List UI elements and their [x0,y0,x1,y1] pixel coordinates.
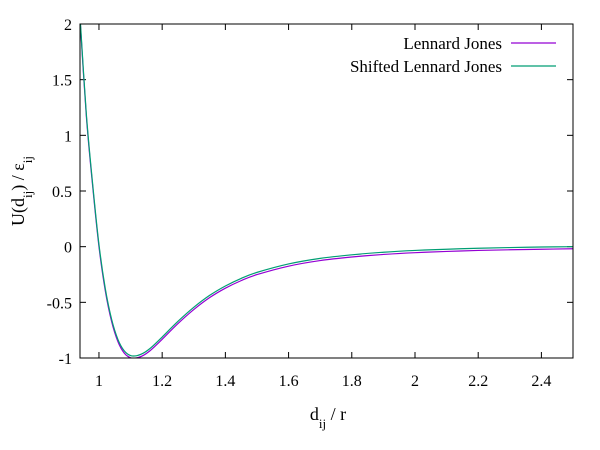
series-layer [80,24,573,358]
x-tick-label: 2.2 [468,373,488,390]
x-tick-label: 1 [95,373,103,390]
x-label-tail: / r [326,404,346,424]
x-tick-label: 1.2 [152,373,172,390]
y-label-sub2: ij [20,156,35,163]
legend-label-lennard-jones: Lennard Jones [403,34,502,53]
x-label-sub: ij [319,416,326,431]
x-tick-label: 1.4 [215,373,235,390]
y-tick-label: 2 [64,17,72,34]
ticks-layer: 1 1.2 1.4 1.6 1.8 2 2.2 2.4 -1 -0.5 0 0.5 1 1.5 2 [47,17,573,390]
y-axis-label: U(dij) / εij [8,156,35,226]
x-label-base: d [310,404,319,424]
y-tick-label: 0.5 [52,184,72,201]
x-tick-label: 1.6 [279,373,299,390]
x-tick-label: 2 [411,373,419,390]
y-tick-label: 0 [64,240,72,257]
legend: Lennard Jones Shifted Lennard Jones [350,34,556,76]
y-tick-label: 1.5 [52,73,72,90]
y-tick-label: -0.5 [47,295,72,312]
x-tick-label: 1.8 [342,373,362,390]
plot-frame [79,23,574,359]
y-tick-label: -1 [59,351,72,368]
y-label-part2: ) / ε [8,163,29,191]
x-axis-label: dij / r [310,404,346,431]
legend-label-shifted-lennard-jones: Shifted Lennard Jones [350,57,502,76]
y-label-sub1: ij [20,191,35,198]
series-line-shifted-lennard-jones [80,24,573,357]
x-tick-label: 2.4 [531,373,551,390]
y-tick-label: 1 [64,128,72,145]
y-label-part1: U(d [8,198,29,226]
